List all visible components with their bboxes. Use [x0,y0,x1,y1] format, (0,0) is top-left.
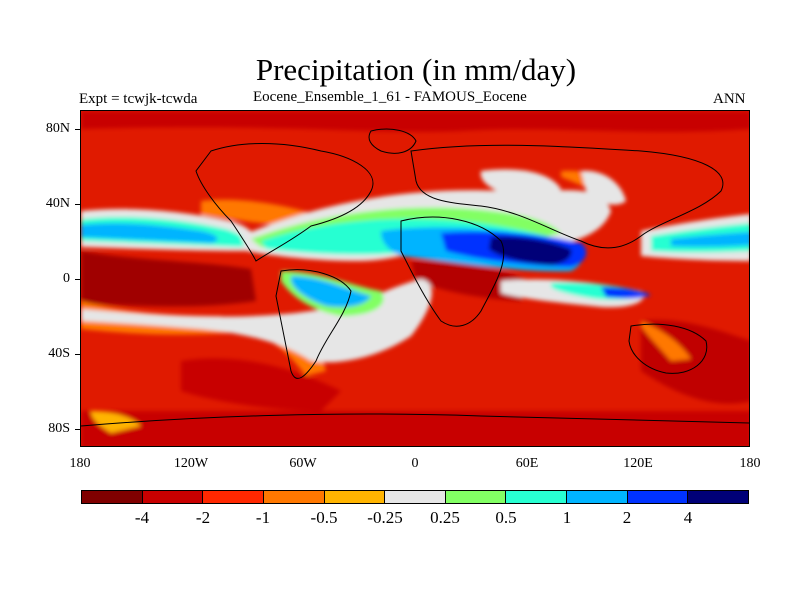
south-america-outline [275,269,352,379]
lon-label-120w: 120W [173,456,209,471]
colorbar-label: -0.5 [310,508,338,527]
colorbar-segment [324,491,386,503]
colorbar-segment [385,491,446,503]
lon-label-180w: 180 [69,456,91,471]
season-label: ANN [713,91,746,107]
colorbar-segment [263,491,325,503]
colorbar-segment [688,491,749,503]
lat-tick [75,354,80,355]
wet-band-light [581,170,626,205]
lat-label-40s: 40S [48,346,70,361]
colorbar-label: 1 [562,508,572,527]
precipitation-map [80,110,750,447]
colorbar-label: -1 [255,508,271,527]
experiment-label: Expt = tcwjk-tcwda [79,91,198,107]
colorbar-segment [82,491,143,503]
dark-red-region [81,111,749,132]
colorbar-label: 0.25 [430,508,460,527]
colorbar-segment [142,491,204,503]
antarctica-outline [81,413,749,427]
wet-band-cyan [291,276,371,308]
colorbar-label: -4 [134,508,150,527]
wet-band-light [81,279,432,363]
colorbar-segment [203,491,264,503]
colorbar-label: -0.25 [367,508,403,527]
colorbar-label: 4 [683,508,693,527]
wet-band-blue [601,287,651,299]
orange-region [91,411,141,433]
lat-tick [75,204,80,205]
lat-label-40n: 40N [45,196,70,211]
australia-outline [628,323,708,374]
dark-red-region [81,251,256,307]
lat-tick [75,279,80,280]
colorbar-label: 0.5 [495,508,517,527]
wet-band-light [480,169,561,199]
lat-label-80n: 80N [45,121,70,136]
coastline-outlines [81,128,749,427]
eurasia-outline [410,144,724,249]
dark-red-region [81,411,749,446]
greenland-outline [368,128,417,154]
lon-label-60e: 60E [515,456,539,471]
ensemble-subtitle: Eocene_Ensemble_1_61 - FAMOUS_Eocene [253,89,527,105]
lon-label-60w: 60W [289,456,317,471]
colorbar-label: 2 [622,508,632,527]
colorbar-segment [506,491,568,503]
lon-label-0: 0 [411,456,419,471]
colorbar [81,490,749,504]
colorbar-segment [567,491,628,503]
lat-label-equator: 0 [63,271,70,286]
orange-region [641,321,691,361]
lat-label-80s: 80S [48,421,70,436]
lon-label-180e: 180 [739,456,761,471]
lat-tick [75,129,80,130]
colorbar-label: -2 [195,508,211,527]
wet-band-navy [489,236,572,265]
wet-band-blue [671,232,749,247]
lon-label-120e: 120E [623,456,653,471]
dark-red-region [181,358,341,411]
africa-outline [400,216,505,327]
plot-title: Precipitation (in mm/day) [255,52,577,87]
wet-band-blue [81,223,218,243]
colorbar-segment [445,491,507,503]
lat-tick [75,429,80,430]
colorbar-segment [627,491,689,503]
north-america-outline [195,143,374,262]
